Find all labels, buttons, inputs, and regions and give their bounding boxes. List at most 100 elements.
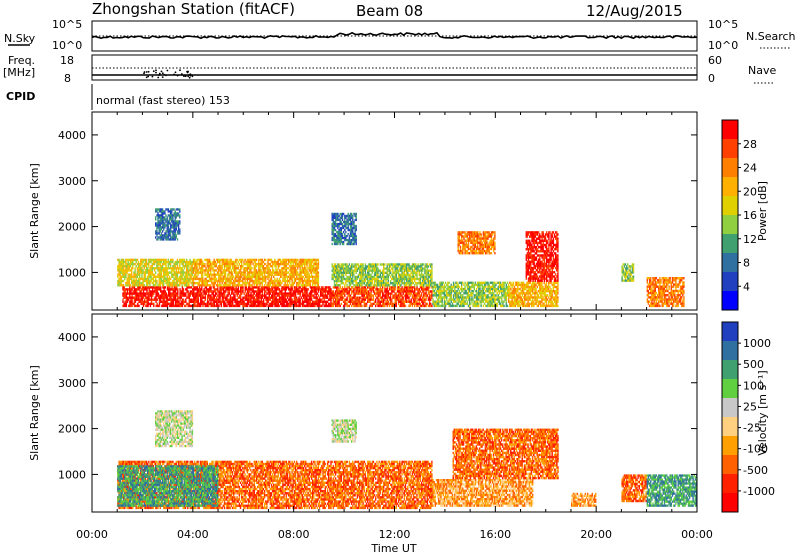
- data-cell: [206, 288, 207, 290]
- data-cell: [221, 305, 222, 307]
- data-cell: [432, 290, 433, 292]
- data-cell: [377, 294, 378, 296]
- data-cell: [278, 259, 279, 261]
- data-cell: [368, 280, 369, 282]
- data-cell: [447, 284, 448, 286]
- data-cell: [297, 278, 298, 280]
- data-cell: [250, 267, 251, 269]
- data-cell: [254, 286, 255, 288]
- data-cell: [365, 270, 366, 272]
- data-cell: [177, 274, 178, 276]
- data-cell: [150, 267, 151, 269]
- data-cell: [219, 282, 220, 284]
- data-cell: [217, 282, 218, 284]
- data-cell: [272, 265, 273, 267]
- data-cell: [464, 288, 465, 290]
- data-cell: [425, 270, 426, 272]
- data-cell: [396, 265, 397, 267]
- data-cell: [205, 299, 206, 301]
- data-cell: [183, 278, 184, 280]
- data-cell: [428, 270, 429, 272]
- data-cell: [125, 284, 126, 286]
- data-cell: [401, 280, 402, 282]
- data-cell: [458, 292, 459, 294]
- data-cell: [220, 259, 221, 261]
- data-cell: [220, 267, 221, 269]
- data-cell: [353, 265, 354, 267]
- data-cell: [218, 267, 219, 269]
- data-cell: [138, 261, 139, 263]
- data-cell: [208, 274, 209, 276]
- data-cell: [305, 282, 306, 284]
- data-cell: [224, 267, 225, 269]
- data-cell: [205, 282, 206, 284]
- data-cell: [128, 259, 129, 261]
- data-cell: [407, 301, 408, 303]
- data-cell: [140, 261, 141, 263]
- data-cell: [248, 263, 249, 265]
- data-cell: [346, 299, 347, 301]
- data-cell: [368, 276, 369, 278]
- data-cell: [341, 265, 342, 267]
- data-cell: [322, 290, 323, 292]
- data-cell: [260, 265, 261, 267]
- data-cell: [256, 259, 257, 261]
- data-cell: [303, 267, 304, 269]
- data-cell: [350, 294, 351, 296]
- data-cell: [398, 290, 399, 292]
- data-cell: [301, 278, 302, 280]
- data-cell: [188, 280, 189, 282]
- data-cell: [282, 259, 283, 261]
- data-cell: [388, 280, 389, 282]
- data-cell: [232, 271, 233, 273]
- data-cell: [302, 290, 303, 292]
- data-cell: [185, 299, 186, 301]
- data-cell: [156, 280, 157, 282]
- data-cell: [163, 288, 164, 290]
- data-cell: [435, 303, 436, 305]
- data-cell: [459, 286, 460, 288]
- data-cell: [320, 294, 321, 296]
- data-cell: [240, 301, 241, 303]
- data-cell: [417, 305, 418, 307]
- data-cell: [193, 290, 194, 292]
- data-cell: [197, 271, 198, 273]
- data-cell: [343, 278, 344, 280]
- data-cell: [267, 261, 268, 263]
- data-cell: [195, 271, 196, 273]
- data-cell: [282, 280, 283, 282]
- data-cell: [362, 276, 363, 278]
- data-cell: [440, 305, 441, 307]
- data-cell: [293, 261, 294, 263]
- nave-dip-point: [146, 71, 148, 73]
- data-cell: [238, 292, 239, 294]
- data-cell: [256, 265, 257, 267]
- data-cell: [377, 274, 378, 276]
- data-cell: [197, 284, 198, 286]
- data-cell: [316, 290, 317, 292]
- data-cell: [178, 271, 179, 273]
- data-cell: [385, 267, 386, 269]
- data-cell: [440, 298, 441, 300]
- data-cell: [310, 269, 311, 271]
- data-cell: [235, 292, 236, 294]
- data-cell: [142, 265, 143, 267]
- data-cell: [407, 280, 408, 282]
- data-cell: [396, 278, 397, 280]
- data-cell: [430, 299, 431, 301]
- data-cell: [236, 263, 237, 265]
- data-cell: [165, 265, 166, 267]
- data-cell: [197, 278, 198, 280]
- data-cell: [225, 274, 226, 276]
- data-cell: [303, 269, 304, 271]
- data-cell: [163, 280, 164, 282]
- data-cell: [163, 290, 164, 292]
- data-cell: [227, 267, 228, 269]
- data-cell: [313, 271, 314, 273]
- data-cell: [176, 261, 177, 263]
- data-cell: [203, 284, 204, 286]
- data-cell: [170, 267, 171, 269]
- data-cell: [328, 288, 329, 290]
- data-cell: [294, 290, 295, 292]
- data-cell: [274, 282, 275, 284]
